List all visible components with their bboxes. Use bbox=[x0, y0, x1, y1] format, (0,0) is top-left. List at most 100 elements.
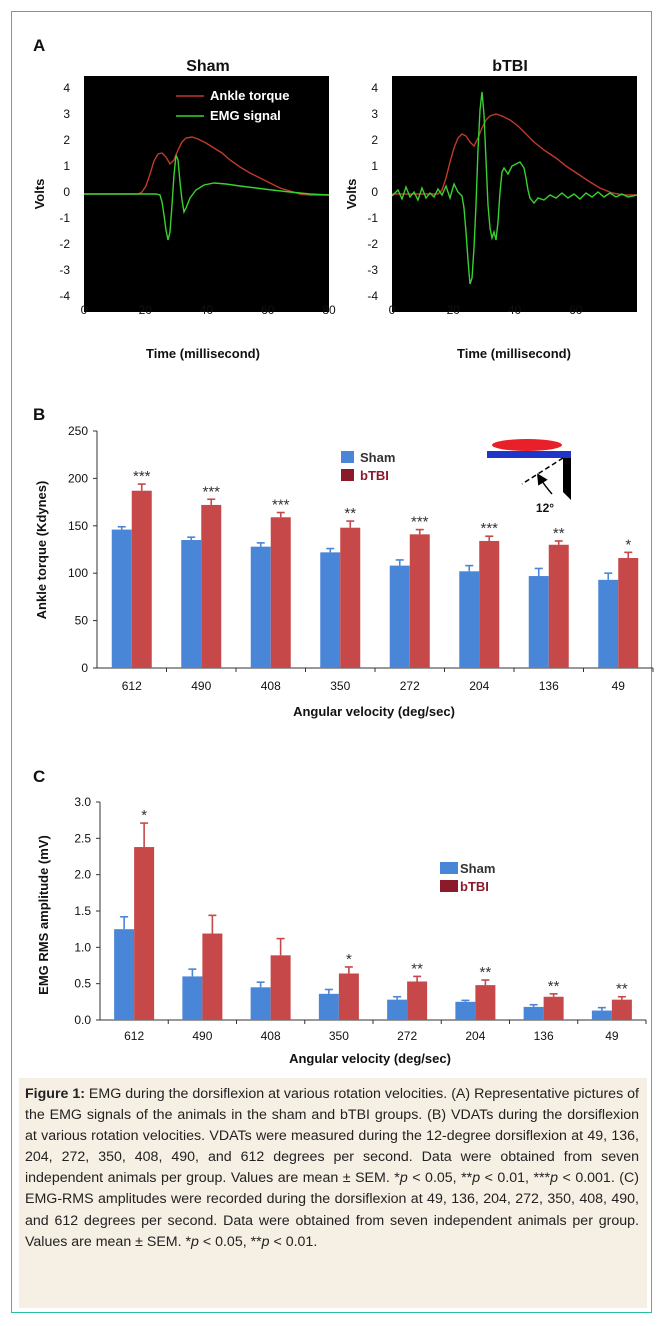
panel-c-letter: C bbox=[33, 767, 45, 786]
bar-btbi bbox=[479, 540, 500, 668]
legend-c-btbi-label: bTBI bbox=[460, 879, 489, 894]
y-tick-label: 2.5 bbox=[74, 831, 91, 845]
x-tick-label: 490 bbox=[192, 1029, 212, 1043]
panel-b-legend: Sham bTBI bbox=[341, 450, 395, 483]
y-tick-label: 0.0 bbox=[74, 1013, 91, 1027]
diagram-support bbox=[563, 458, 571, 500]
a-y-tick: -3 bbox=[367, 263, 378, 277]
bar-btbi bbox=[340, 527, 361, 668]
bar-btbi bbox=[548, 544, 569, 668]
panel-b-x-label: Angular velocity (deg/sec) bbox=[293, 704, 455, 719]
x-tick-label: 490 bbox=[191, 679, 211, 693]
y-tick-label: 2.0 bbox=[74, 868, 91, 882]
y-tick-label: 3.0 bbox=[74, 795, 91, 809]
a-y-tick: -1 bbox=[367, 211, 378, 225]
bar-sham bbox=[598, 579, 619, 668]
legend-c-sham-swatch bbox=[440, 862, 458, 874]
caption-p-1: p bbox=[399, 1170, 408, 1187]
btbi-x-label: Time (millisecond) bbox=[457, 346, 571, 361]
btbi-title: bTBI bbox=[492, 58, 528, 75]
dorsiflexion-angle-diagram: 12° bbox=[487, 439, 571, 515]
x-tick-label: 612 bbox=[122, 679, 142, 693]
a-x-tick: 80 bbox=[322, 303, 336, 317]
bar-btbi bbox=[202, 933, 223, 1020]
significance-mark: ** bbox=[411, 960, 423, 977]
a-y-tick: 1 bbox=[63, 159, 70, 173]
a-y-tick: 2 bbox=[63, 133, 70, 147]
legend-b-sham-label: Sham bbox=[360, 450, 395, 465]
caption-p-2: p bbox=[472, 1170, 481, 1187]
panel-b-letter: B bbox=[33, 405, 45, 424]
a-y-tick: 1 bbox=[371, 159, 378, 173]
significance-mark: *** bbox=[480, 520, 498, 537]
legend-b-sham-swatch bbox=[341, 451, 354, 463]
sham-y-label: Volts bbox=[32, 179, 47, 210]
legend-emg-label: EMG signal bbox=[210, 108, 281, 123]
caption-text-1: EMG during the dorsiflexion at various r… bbox=[25, 1086, 639, 1187]
bar-btbi bbox=[201, 504, 222, 668]
y-tick-label: 0 bbox=[81, 661, 88, 675]
significance-mark: ** bbox=[548, 978, 560, 995]
a-y-tick: 4 bbox=[371, 81, 378, 95]
legend-c-btbi-swatch bbox=[440, 880, 458, 892]
panel-b-y-label: Ankle torque (Kdynes) bbox=[34, 481, 49, 620]
bar-btbi bbox=[338, 973, 359, 1020]
a-y-tick: 0 bbox=[63, 185, 70, 199]
bar-btbi bbox=[409, 534, 430, 668]
bar-btbi bbox=[611, 999, 632, 1020]
bar-btbi bbox=[618, 558, 639, 668]
significance-mark: * bbox=[141, 807, 147, 824]
panel-a-btbi-plot: bTBI 4 3 2 1 0 -1 -2 -3 -4 0 20 40 60 Volts Time (m… bbox=[344, 58, 638, 361]
bar-sham bbox=[459, 571, 480, 668]
bar-sham bbox=[250, 546, 271, 668]
x-tick-label: 204 bbox=[465, 1029, 485, 1043]
significance-mark: *** bbox=[272, 497, 290, 514]
significance-mark: *** bbox=[133, 468, 151, 485]
a-y-tick: 2 bbox=[371, 133, 378, 147]
bar-sham bbox=[250, 987, 271, 1020]
sham-torque-trace bbox=[84, 136, 329, 196]
panel-c-y-label: EMG RMS amplitude (mV) bbox=[36, 835, 51, 995]
x-tick-label: 408 bbox=[261, 1029, 281, 1043]
caption-text-6: < 0.01. bbox=[269, 1233, 318, 1250]
a-x-tick: 20 bbox=[139, 303, 153, 317]
a-y-tick: 4 bbox=[63, 81, 70, 95]
y-tick-label: 250 bbox=[68, 424, 88, 438]
panel-a-letter: A bbox=[33, 36, 45, 55]
caption-text-2: < 0.05, ** bbox=[407, 1170, 473, 1187]
significance-mark: *** bbox=[411, 514, 429, 531]
x-tick-label: 272 bbox=[400, 679, 420, 693]
diagram-platform-bar bbox=[487, 451, 571, 458]
a-y-tick: 0 bbox=[371, 185, 378, 199]
y-tick-label: 150 bbox=[68, 519, 88, 533]
caption-p-5: p bbox=[261, 1233, 270, 1250]
bar-sham bbox=[182, 976, 203, 1020]
figure-caption: Figure 1: EMG during the dorsiflexion at… bbox=[25, 1084, 639, 1253]
sham-title: Sham bbox=[186, 58, 230, 75]
sham-emg-trace bbox=[84, 154, 330, 241]
bar-sham bbox=[181, 540, 202, 668]
btbi-y-ticks: 4 3 2 1 0 -1 -2 -3 -4 bbox=[367, 81, 378, 303]
btbi-x-ticks: 0 20 40 60 bbox=[389, 303, 583, 317]
btbi-y-label: Volts bbox=[344, 179, 359, 210]
panel-c-chart: 0.0 0.5 1.0 1.5 2.0 2.5 3.0 612 * 490 408 350 * 272 **… bbox=[74, 795, 647, 1043]
sham-x-label: Time (millisecond) bbox=[146, 346, 260, 361]
a-x-tick: 60 bbox=[569, 303, 583, 317]
bar-sham bbox=[455, 1001, 476, 1020]
a-x-tick: 20 bbox=[447, 303, 461, 317]
panel-c-x-label: Angular velocity (deg/sec) bbox=[289, 1051, 451, 1066]
caption-p-3: p bbox=[550, 1170, 558, 1187]
bar-btbi bbox=[543, 996, 564, 1020]
diagram-dashed-line bbox=[521, 457, 564, 485]
a-y-tick: 3 bbox=[371, 107, 378, 121]
x-tick-label: 136 bbox=[539, 679, 559, 693]
bar-btbi bbox=[475, 985, 496, 1020]
y-tick-label: 0.5 bbox=[74, 977, 91, 991]
caption-text-3: < 0.01, *** bbox=[480, 1170, 551, 1187]
y-tick-label: 1.5 bbox=[74, 904, 91, 918]
a-y-tick: -2 bbox=[59, 237, 70, 251]
x-tick-label: 49 bbox=[605, 1029, 619, 1043]
bar-sham bbox=[591, 1010, 612, 1020]
x-tick-label: 408 bbox=[261, 679, 281, 693]
